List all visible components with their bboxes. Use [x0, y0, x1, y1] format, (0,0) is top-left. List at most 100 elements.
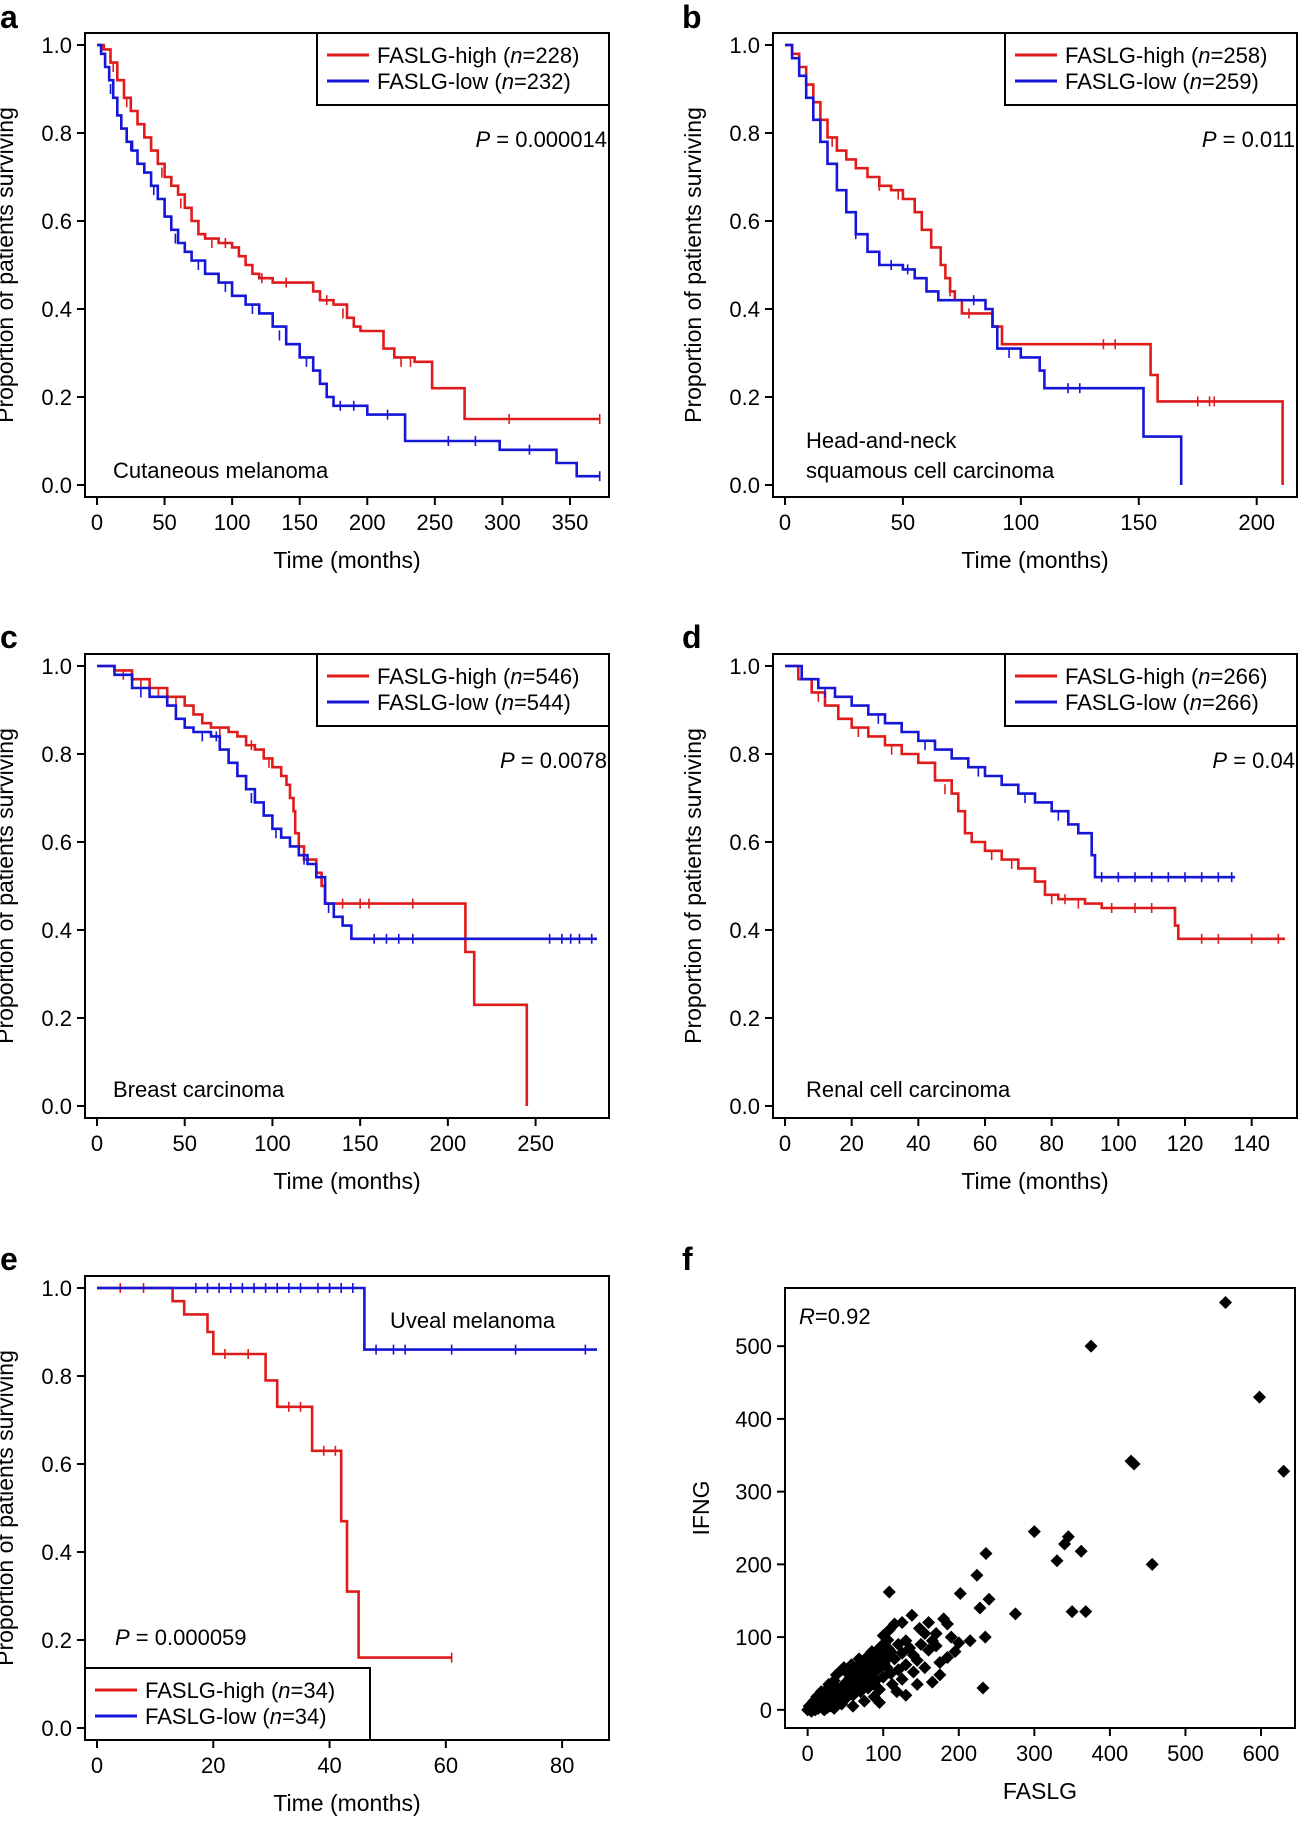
panel-letter-b: b [682, 0, 702, 35]
scatter-point [1074, 1544, 1088, 1558]
y-tick-label-f: 100 [735, 1625, 772, 1650]
x-axis-label-c: Time (months) [273, 1168, 420, 1194]
legend-label-a-high: FASLG-high (n=228) [377, 43, 579, 68]
p-value-c: P = 0.0078 [500, 748, 607, 773]
panel-letter-e: e [0, 1241, 18, 1277]
x-axis-label-f: FASLG [1003, 1778, 1077, 1804]
x-tick-label-c: 150 [342, 1131, 379, 1156]
scatter-point [925, 1675, 939, 1689]
x-tick-label-d: 40 [906, 1131, 930, 1156]
legend-b [1004, 32, 1298, 106]
scatter-point [1058, 1537, 1072, 1551]
x-tick-label-b: 50 [891, 510, 915, 535]
y-tick-label-c: 0.6 [41, 830, 72, 855]
scatter-point [973, 1601, 987, 1615]
x-tick-label-a: 50 [152, 510, 176, 535]
chart-title-e: Uveal melanoma [390, 1308, 556, 1333]
x-tick-label-f: 100 [865, 1741, 902, 1766]
x-tick-label-b: 100 [1002, 510, 1039, 535]
x-tick-label-c: 100 [254, 1131, 291, 1156]
scatter-point [857, 1694, 871, 1708]
scatter-point [918, 1661, 932, 1675]
panel-letter-c: c [0, 619, 18, 655]
scatter-point [884, 1666, 898, 1680]
x-tick-label-e: 40 [317, 1753, 341, 1778]
legend-label-b-low: FASLG-low (n=259) [1065, 69, 1259, 94]
x-axis-label-d: Time (months) [961, 1168, 1108, 1194]
y-tick-label-e: 0.4 [41, 1540, 72, 1565]
scatter-point [1277, 1464, 1291, 1478]
y-tick-label-d: 0.0 [729, 1094, 760, 1119]
panel-e: 0 20 40 60 80 0.0 0.2 0.4 0.6 0.8 1.0 Time (months)… [0, 1275, 610, 1816]
p-value-b: P = 0.011 [1202, 127, 1295, 152]
y-tick-label-a: 0.2 [41, 385, 72, 410]
legend-label-d-low: FASLG-low (n=266) [1065, 690, 1259, 715]
panel-c: 0 50 100 150 200 250 0.0 0.2 0.4 0.6 0.8 1.0 Time (m… [0, 653, 610, 1194]
scatter-point [948, 1645, 962, 1659]
x-tick-label-b: 150 [1120, 510, 1157, 535]
x-tick-label-e: 0 [91, 1753, 103, 1778]
y-tick-label-c: 0.0 [41, 1094, 72, 1119]
x-tick-label-c: 200 [430, 1131, 467, 1156]
scatter-point [1065, 1605, 1079, 1619]
x-tick-label-d: 0 [779, 1131, 791, 1156]
scatter-point [1027, 1525, 1041, 1539]
x-tick-label-a: 100 [214, 510, 251, 535]
scatter-point [822, 1677, 836, 1691]
scatter-point [1008, 1607, 1022, 1621]
p-value-e: P = 0.000059 [115, 1625, 247, 1650]
y-axis-label-a: Proportion of patients surviving [0, 107, 18, 423]
legend-c [316, 653, 610, 727]
y-tick-label-c: 0.8 [41, 742, 72, 767]
x-tick-label-c: 250 [517, 1131, 554, 1156]
y-tick-label-f: 200 [735, 1552, 772, 1577]
scatter-point [933, 1656, 947, 1670]
p-value-d: P = 0.04 [1212, 748, 1295, 773]
y-axis-label-f: IFNG [688, 1481, 714, 1536]
x-tick-label-e: 80 [550, 1753, 574, 1778]
scatter-point [929, 1639, 943, 1653]
y-tick-label-d: 0.8 [729, 742, 760, 767]
x-tick-label-f: 400 [1092, 1741, 1129, 1766]
legend-a [316, 32, 610, 106]
scatter-point [837, 1661, 851, 1675]
scatter-point [881, 1633, 895, 1647]
x-tick-label-f: 200 [940, 1741, 977, 1766]
y-tick-label-f: 500 [735, 1334, 772, 1359]
x-tick-label-e: 60 [434, 1753, 458, 1778]
y-tick-label-d: 0.4 [729, 918, 760, 943]
series-line-c-low [97, 664, 597, 941]
series-line-d-low [785, 664, 1235, 879]
series-line-d-high [785, 664, 1285, 941]
x-tick-label-d: 80 [1039, 1131, 1063, 1156]
x-tick-label-d: 120 [1167, 1131, 1204, 1156]
scatter-point [982, 1592, 996, 1606]
scatter-point [1084, 1339, 1098, 1353]
y-axis-label-d: Proportion of patients surviving [680, 728, 706, 1044]
x-tick-label-f: 500 [1167, 1741, 1204, 1766]
chart-title-b: Head-and-neck [806, 428, 957, 453]
scatter-point [940, 1617, 954, 1631]
y-tick-label-b: 0.6 [729, 209, 760, 234]
panel-f: 0 100 200 300 400 500 600 0 100 200 300 400 500 FASLG… [688, 1287, 1296, 1804]
y-axis-label-e: Proportion of patients surviving [0, 1350, 18, 1666]
scatter-point [978, 1630, 992, 1644]
scatter-point [899, 1658, 913, 1672]
panel-letter-f: f [682, 1241, 693, 1277]
series-line-b-high [785, 43, 1284, 485]
legend-label-b-high: FASLG-high (n=258) [1065, 43, 1267, 68]
scatter-point [895, 1616, 909, 1630]
scatter-point [914, 1637, 928, 1651]
y-tick-label-e: 0.2 [41, 1628, 72, 1653]
legend-label-c-high: FASLG-high (n=546) [377, 664, 579, 689]
scatter-point [882, 1585, 896, 1599]
y-tick-label-e: 1.0 [41, 1276, 72, 1301]
scatter-point [976, 1681, 990, 1695]
scatter-point [1145, 1557, 1159, 1571]
scatter-point [1252, 1390, 1266, 1404]
x-tick-label-a: 200 [349, 510, 386, 535]
x-tick-label-e: 20 [201, 1753, 225, 1778]
y-tick-label-e: 0.6 [41, 1452, 72, 1477]
correlation-label: R=0.92 [799, 1304, 871, 1329]
legend-label-e-low: FASLG-low (n=34) [145, 1704, 327, 1729]
